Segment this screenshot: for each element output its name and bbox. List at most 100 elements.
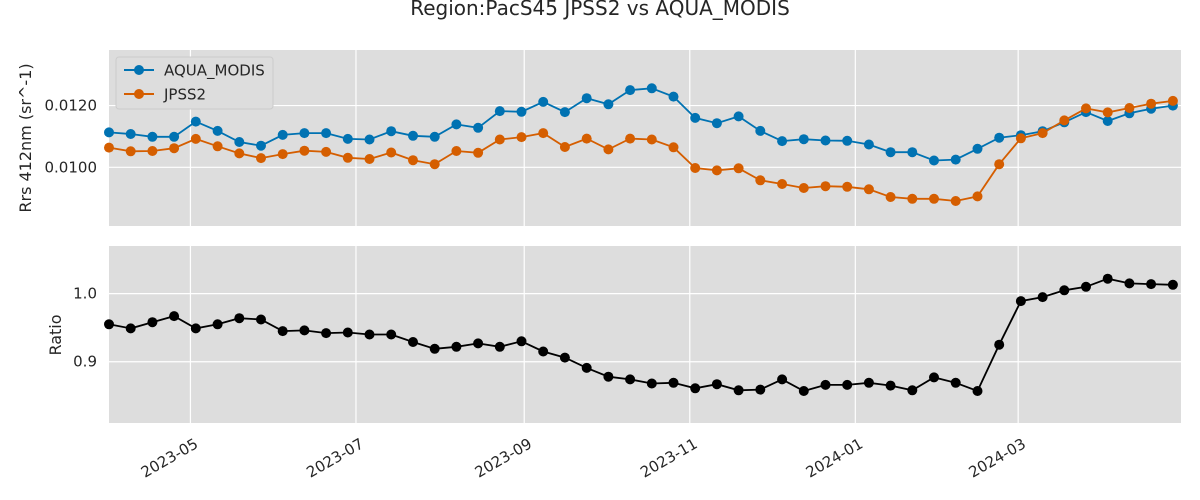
rrs-series-jpss2-point <box>1081 103 1091 114</box>
rrs-series-jpss2-point <box>668 142 679 153</box>
rrs-series-aqua-modis-point <box>104 127 114 138</box>
ratio-series-0-point <box>147 317 158 328</box>
rrs-series-jpss2-point <box>777 179 788 189</box>
rrs-series-jpss2-point <box>516 132 527 143</box>
ratio-series-0-point <box>1124 278 1135 289</box>
rrs-series-jpss2-point <box>755 175 766 186</box>
ratio-series-0-point <box>755 384 766 395</box>
rrs-series-aqua-modis-point <box>603 99 614 110</box>
rrs-series-jpss2-point <box>907 193 918 204</box>
rrs-series-jpss2-point <box>885 192 896 202</box>
rrs-series-jpss2-point <box>603 144 614 155</box>
rrs-series-jpss2-point <box>104 142 114 153</box>
rrs-series-jpss2-point <box>1015 133 1026 144</box>
rrs-series-aqua-modis-point <box>212 125 223 136</box>
rrs-series-aqua-modis-point <box>820 135 831 146</box>
ratio-series-0-point <box>798 386 809 396</box>
rrs-series-jpss2-point <box>538 128 549 139</box>
rrs-series-jpss2-point <box>299 145 310 156</box>
rrs-series-jpss2-point <box>646 134 657 145</box>
ratio-series-0-point <box>690 383 701 394</box>
ratio-series-0-point <box>1146 279 1157 290</box>
rrs-series-aqua-modis-point <box>321 128 332 139</box>
rrs-series-jpss2-point <box>408 155 418 166</box>
rrs-series-aqua-modis-point <box>994 132 1005 143</box>
rrs-series-aqua-modis-point <box>364 134 375 145</box>
ratio-y-tick-label: 1.0 <box>73 285 97 303</box>
rrs-series-jpss2-point <box>169 143 180 154</box>
rrs-series-aqua-modis-point <box>256 140 266 151</box>
legend-box <box>115 56 274 110</box>
rrs-series-aqua-modis-point <box>885 147 896 158</box>
rrs-series-aqua-modis-point <box>559 107 570 118</box>
ratio-x-tick-label: 2023-05 <box>138 435 201 482</box>
rrs-series-aqua-modis-point <box>190 116 201 127</box>
ratio-series-0-point <box>516 336 527 347</box>
rrs-series-aqua-modis-point <box>342 133 353 144</box>
rrs-series-jpss2-point <box>451 146 462 156</box>
rrs-series-aqua-modis-point <box>711 118 722 129</box>
rrs-series-aqua-modis-point <box>863 139 874 150</box>
rrs-series-aqua-modis-point <box>798 134 809 145</box>
rrs-series-jpss2-point <box>1124 103 1135 113</box>
ratio-series-0-point <box>299 325 310 336</box>
ratio-plot-area <box>109 246 1181 423</box>
rrs-series-aqua-modis-point <box>646 83 657 94</box>
ratio-series-0-point <box>190 323 201 334</box>
rrs-series-jpss2-point <box>277 149 288 160</box>
ratio-series-0-point <box>1059 285 1070 296</box>
rrs-series-aqua-modis-point <box>473 122 484 133</box>
rrs-series-aqua-modis-point <box>755 125 766 136</box>
rrs-series-aqua-modis-point <box>907 147 918 158</box>
ratio-series-0-point <box>364 329 375 340</box>
rrs-series-jpss2-point <box>256 153 266 164</box>
legend: AQUA_MODIS JPSS2 <box>115 56 274 110</box>
rrs-series-aqua-modis-point <box>147 131 158 142</box>
rrs-series-aqua-modis-point <box>668 91 679 102</box>
ratio-series-0-point <box>711 379 722 390</box>
ratio-series-0-point <box>212 319 223 330</box>
rrs-series-jpss2-point <box>234 148 245 159</box>
rrs-series-jpss2-point <box>798 183 809 193</box>
ratio-y-tick-label: 0.9 <box>73 353 97 371</box>
ratio-series-0-point <box>321 328 332 339</box>
legend-label-aqua: AQUA_MODIS <box>164 62 265 81</box>
ratio-x-tick-label: 2023-11 <box>637 435 700 482</box>
rrs-series-aqua-modis-point <box>777 136 788 147</box>
rrs-series-aqua-modis-point <box>972 143 983 154</box>
ratio-series-0-point <box>950 377 961 388</box>
rrs-series-aqua-modis-point <box>234 137 245 147</box>
rrs-series-jpss2-point <box>342 152 353 163</box>
rrs-series-jpss2-point <box>863 184 874 195</box>
ratio-series-0-point <box>451 341 462 352</box>
ratio-x-tick-label: 2023-09 <box>472 435 535 482</box>
rrs-series-aqua-modis-point <box>125 129 136 139</box>
ratio-series-0-point <box>1102 273 1113 284</box>
rrs-series-aqua-modis-point <box>451 119 462 130</box>
rrs-series-aqua-modis-point <box>408 130 418 141</box>
ratio-series-0-point <box>907 385 918 396</box>
ratio-series-0-point <box>863 377 874 388</box>
ratio-panel: 0.9 1.0 2023-05 2023-07 2023-09 2023-11 2024-… <box>46 246 1181 481</box>
rrs-series-jpss2-point <box>1037 128 1048 139</box>
rrs-series-aqua-modis-point <box>842 135 853 146</box>
ratio-series-0-point <box>842 379 853 390</box>
rrs-series-jpss2-point <box>950 196 961 206</box>
ratio-series-0-point <box>885 380 896 391</box>
ratio-x-tick-label: 2023-07 <box>303 435 366 482</box>
ratio-series-0-point <box>559 352 570 363</box>
rrs-series-jpss2-point <box>1146 98 1157 109</box>
rrs-series-aqua-modis-point <box>169 131 180 142</box>
rrs-series-jpss2-point <box>690 163 701 173</box>
ratio-x-tick-label: 2024-01 <box>803 435 866 482</box>
rrs-panel: 0.0100 0.0120 Rrs 412nm (sr^-1) AQUA_MODI… <box>16 50 1181 226</box>
rrs-series-jpss2-point <box>733 163 744 174</box>
rrs-series-aqua-modis-point <box>494 106 505 117</box>
rrs-series-jpss2-point <box>625 133 636 144</box>
rrs-series-jpss2-point <box>1102 107 1113 118</box>
ratio-series-0-point <box>429 343 440 354</box>
rrs-series-jpss2-point <box>581 133 592 144</box>
rrs-series-jpss2-point <box>1059 115 1070 126</box>
ratio-series-0-point <box>603 371 614 382</box>
